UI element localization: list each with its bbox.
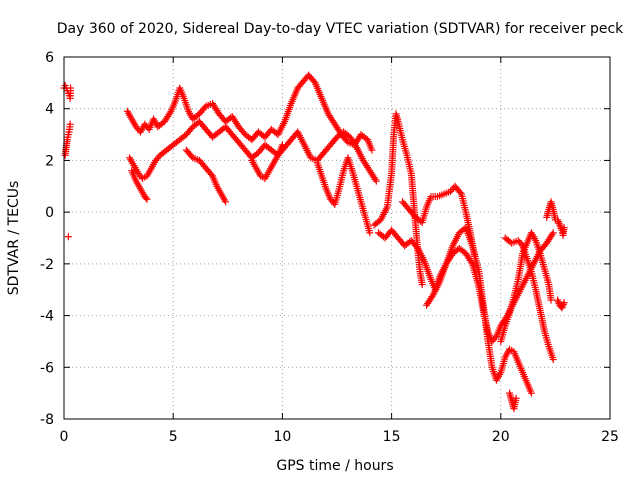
y-tick-label: -2: [40, 257, 54, 273]
y-tick-label: 4: [45, 102, 54, 118]
data-point: [527, 389, 535, 397]
data-point: [491, 334, 499, 342]
data-point: [142, 194, 150, 202]
data-point: [554, 218, 562, 226]
data-point: [554, 216, 562, 224]
data-point: [371, 175, 379, 183]
x-tick-label: 0: [60, 429, 69, 445]
data-points: [60, 71, 568, 413]
y-tick-label: -8: [40, 412, 54, 428]
data-point: [549, 356, 557, 364]
data-point: [372, 177, 380, 185]
data-point: [66, 120, 74, 128]
data-point: [352, 142, 360, 150]
data-point: [517, 240, 525, 248]
x-tick-label: 20: [492, 429, 510, 445]
data-point: [467, 258, 475, 266]
data-point: [155, 153, 163, 161]
data-point: [67, 84, 75, 92]
data-point: [554, 298, 562, 306]
data-point: [560, 299, 568, 307]
data-point: [555, 219, 563, 227]
data-point: [456, 188, 464, 196]
data-point: [278, 141, 286, 149]
grid-layer: [64, 57, 610, 419]
data-point: [512, 394, 520, 402]
data-point: [560, 224, 568, 232]
data-point: [547, 296, 555, 304]
data-point: [559, 300, 567, 308]
data-point: [143, 195, 151, 203]
data-point: [207, 170, 215, 178]
data-point: [556, 221, 564, 229]
x-tick-label: 5: [169, 429, 178, 445]
data-point: [549, 229, 557, 237]
x-tick-label: 15: [383, 429, 401, 445]
data-point: [559, 302, 567, 310]
data-point: [548, 231, 556, 239]
data-point: [554, 296, 562, 304]
data-point: [558, 304, 566, 312]
data-point: [428, 293, 436, 301]
data-point: [222, 198, 230, 206]
data-point: [366, 229, 374, 237]
x-tick-label: 10: [273, 429, 291, 445]
plot-frame: [63, 56, 611, 420]
data-point: [64, 233, 72, 241]
y-tick-label: -4: [40, 309, 54, 325]
data-point: [166, 109, 174, 117]
y-tick-label: -6: [40, 360, 54, 376]
tick-layer: 0 5 10 15 20 25 -8 -6 -4 -2 0 2 4 6: [40, 50, 619, 445]
data-point: [418, 281, 426, 289]
x-tick-label: 25: [601, 429, 619, 445]
x-axis-label: GPS time / hours: [276, 458, 393, 474]
data-point: [368, 146, 376, 154]
chart-title: Day 360 of 2020, Sidereal Day-to-day VTE…: [57, 21, 624, 37]
y-axis-label: SDTVAR / TECUs: [6, 181, 22, 296]
y-tick-label: 0: [45, 205, 54, 221]
y-tick-label: 2: [45, 153, 54, 169]
y-tick-label: 6: [45, 50, 54, 66]
